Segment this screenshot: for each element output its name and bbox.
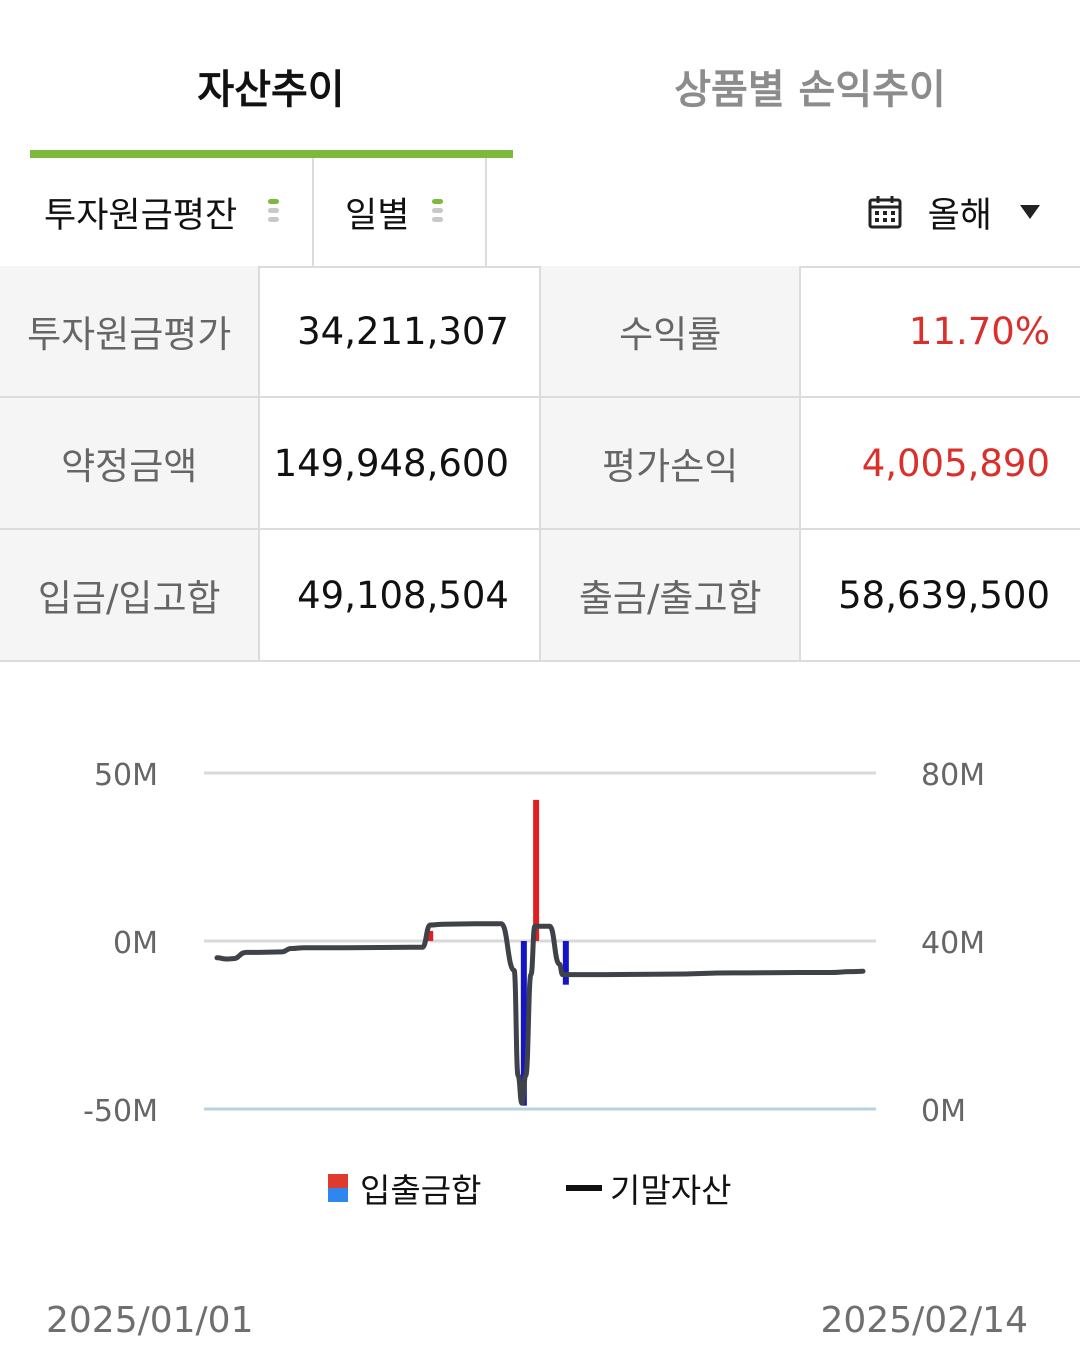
asset-trend-chart[interactable]: 50M 0M -50M 80M 40M 0M	[0, 700, 1080, 1260]
tab-asset-trend[interactable]: 자산추이	[197, 67, 345, 113]
left-axis-tick-label: 50M	[94, 758, 158, 793]
left-axis-tick-label: -50M	[83, 1094, 158, 1129]
chart-legend: 입출금합 기말자산	[0, 1160, 1080, 1220]
left-axis-tick-label: 0M	[113, 926, 158, 961]
right-axis-tick-label: 80M	[921, 758, 985, 793]
legend-item-asset: 기말자산	[566, 1160, 731, 1216]
summary-value: 149,948,600	[258, 396, 541, 530]
table-row: 입금/입고합 49,108,504 출금/출고합 58,639,500	[0, 528, 1080, 662]
right-axis-tick-label: 40M	[921, 926, 985, 961]
drag-handle-icon	[432, 199, 444, 223]
table-row: 약정금액 149,948,600 평가손익 4,005,890	[0, 396, 1080, 530]
tab-product-pnl-trend[interactable]: 상품별 손익추이	[674, 67, 946, 113]
start-date: 2025/01/01	[46, 1300, 254, 1341]
flow-bar	[520, 941, 527, 1106]
table-row: 투자원금평가 34,211,307 수익률 11.70%	[0, 266, 1080, 398]
dropdown-triangle-icon	[1020, 205, 1040, 219]
summary-label: 출금/출고합	[538, 528, 802, 662]
interval-selector-label: 일별	[345, 195, 410, 236]
legend-label: 입출금합	[360, 1171, 482, 1210]
filter-bar: 투자원금평잔 일별 올해	[0, 158, 1080, 268]
flow-swatch-icon	[328, 1174, 348, 1202]
tab-bar: 자산추이 상품별 손익추이	[0, 0, 1080, 160]
summary-value: 49,108,504	[258, 528, 541, 662]
summary-label: 투자원금평가	[0, 266, 261, 398]
drag-handle-icon	[268, 199, 280, 223]
line-swatch-icon	[566, 1185, 602, 1191]
summary-value: 11.70%	[799, 266, 1080, 398]
basis-selector[interactable]: 투자원금평잔	[0, 158, 314, 266]
summary-label: 수익률	[538, 266, 802, 398]
active-tab-indicator	[30, 150, 513, 158]
legend-label: 기말자산	[610, 1171, 732, 1210]
summary-value: 34,211,307	[258, 266, 541, 398]
right-axis-tick-label: 0M	[921, 1094, 966, 1129]
flow-bar	[427, 930, 434, 941]
legend-item-flow: 입출금합	[328, 1160, 481, 1216]
period-selector[interactable]: 올해	[868, 158, 1040, 266]
summary-label: 약정금액	[0, 396, 261, 530]
summary-label: 평가손익	[538, 396, 802, 530]
summary-table: 투자원금평가 34,211,307 수익률 11.70% 약정금액 149,94…	[0, 266, 1080, 662]
end-date: 2025/02/14	[820, 1300, 1029, 1341]
basis-selector-label: 투자원금평잔	[44, 195, 238, 236]
summary-label: 입금/입고합	[0, 528, 261, 662]
calendar-icon	[868, 196, 902, 229]
summary-value: 4,005,890	[799, 396, 1080, 530]
flow-bar	[562, 941, 569, 985]
asset-line	[214, 921, 866, 1106]
summary-value: 58,639,500	[799, 528, 1080, 662]
flow-bar	[533, 799, 540, 941]
period-selector-label: 올해	[927, 195, 992, 236]
interval-selector[interactable]: 일별	[313, 158, 487, 266]
date-range: 2025/01/01 2025/02/14	[0, 1300, 1080, 1350]
